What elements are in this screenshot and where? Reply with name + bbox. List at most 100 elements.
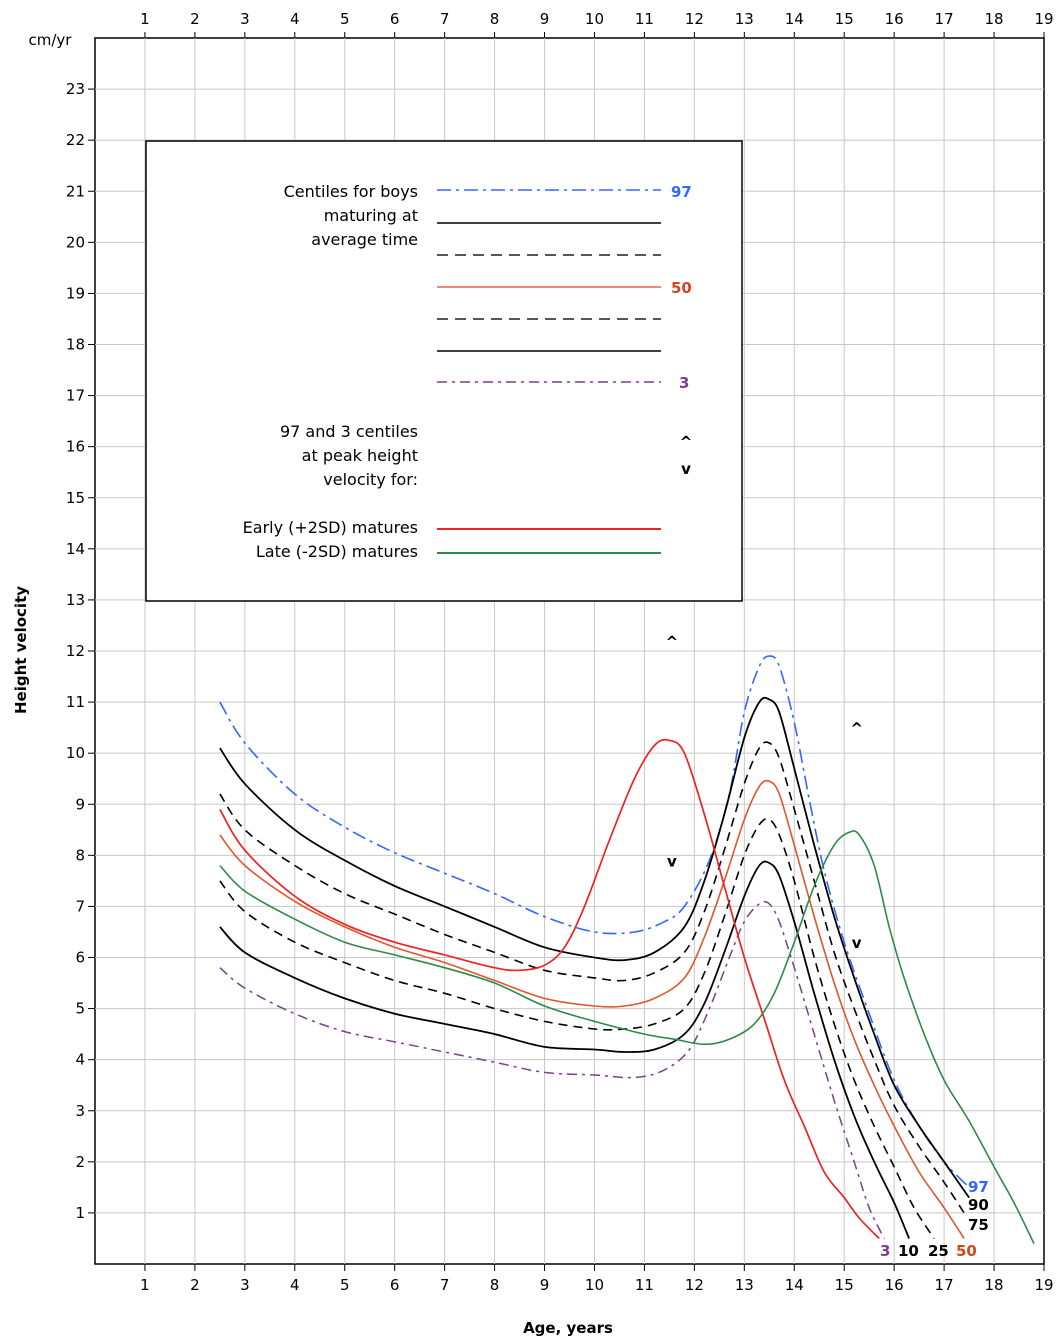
y-axis-title: Height velocity — [12, 586, 30, 714]
x-tick-label-bottom: 15 — [835, 1276, 854, 1294]
series-line-centile-25 — [219, 818, 935, 1239]
y-tick-label: 14 — [66, 540, 85, 558]
end-label-50: 50 — [956, 1242, 977, 1260]
legend-label-50: 50 — [671, 279, 692, 297]
series-line-centile-10 — [219, 860, 910, 1239]
end-label-75: 75 — [968, 1216, 989, 1234]
end-label-25: 25 — [928, 1242, 949, 1260]
y-tick-label: 12 — [66, 642, 85, 660]
x-tick-label-top: 18 — [985, 10, 1004, 28]
x-tick-label-top: 4 — [290, 10, 300, 28]
legend-peak-line1: 97 and 3 centiles — [280, 422, 418, 441]
x-tick-label-bottom: 6 — [390, 1276, 400, 1294]
series-line-centile-75 — [219, 741, 965, 1214]
y-tick-label: 7 — [75, 897, 85, 915]
legend-label-97: 97 — [671, 183, 692, 201]
x-tick-label-top: 12 — [685, 10, 704, 28]
y-tick-label: 6 — [75, 949, 85, 967]
legend-peak-down-symbol: v — [681, 460, 691, 478]
peak-marker-2: ^ — [850, 720, 863, 738]
y-tick-label: 15 — [66, 489, 85, 507]
end-label-97: 97 — [968, 1178, 989, 1196]
y-tick-label: 19 — [66, 284, 85, 302]
x-tick-label-top: 11 — [635, 10, 654, 28]
y-tick-label: 20 — [66, 233, 85, 251]
end-label-10: 10 — [898, 1242, 919, 1260]
legend-title-line2: maturing at — [324, 206, 418, 225]
legend-title-line1: Centiles for boys — [284, 182, 418, 201]
end-label-3: 3 — [880, 1242, 890, 1260]
x-tick-label-top: 7 — [440, 10, 450, 28]
x-tick-label-top: 17 — [935, 10, 954, 28]
x-tick-label-bottom: 19 — [1034, 1276, 1053, 1294]
x-tick-label-top: 1 — [140, 10, 150, 28]
legend-peak-line3: velocity for: — [323, 470, 418, 489]
y-tick-label: 2 — [75, 1153, 85, 1171]
series-line-early — [219, 738, 880, 1240]
x-tick-label-bottom: 7 — [440, 1276, 450, 1294]
x-tick-label-top: 3 — [240, 10, 250, 28]
x-tick-label-top: 15 — [835, 10, 854, 28]
x-tick-label-bottom: 5 — [340, 1276, 350, 1294]
x-tick-label-bottom: 16 — [885, 1276, 904, 1294]
x-tick-label-bottom: 11 — [635, 1276, 654, 1294]
y-tick-label: 9 — [75, 795, 85, 813]
y-tick-label: 4 — [75, 1051, 85, 1069]
legend-late-label: Late (-2SD) matures — [256, 542, 418, 561]
x-tick-label-bottom: 10 — [585, 1276, 604, 1294]
x-tick-label-top: 8 — [490, 10, 500, 28]
legend-title-line3: average time — [311, 230, 418, 249]
x-tick-label-top: 2 — [190, 10, 200, 28]
x-tick-label-bottom: 1 — [140, 1276, 150, 1294]
x-axis-title: Age, years — [523, 1319, 613, 1337]
x-tick-label-bottom: 2 — [190, 1276, 200, 1294]
x-tick-label-bottom: 4 — [290, 1276, 300, 1294]
x-tick-label-top: 13 — [735, 10, 754, 28]
x-tick-label-top: 16 — [885, 10, 904, 28]
x-tick-label-bottom: 17 — [935, 1276, 954, 1294]
y-tick-label: 23 — [66, 80, 85, 98]
x-tick-label-bottom: 8 — [490, 1276, 500, 1294]
series-line-centile-50 — [219, 779, 965, 1239]
y-tick-label: 17 — [66, 387, 85, 405]
peak-marker-0: ^ — [666, 633, 679, 651]
x-tick-label-bottom: 14 — [785, 1276, 804, 1294]
x-tick-label-bottom: 12 — [685, 1276, 704, 1294]
x-tick-label-top: 14 — [785, 10, 804, 28]
x-tick-label-top: 19 — [1034, 10, 1053, 28]
series-line-late — [219, 830, 1035, 1244]
y-tick-label: 10 — [66, 744, 85, 762]
x-tick-label-top: 10 — [585, 10, 604, 28]
y-unit-label: cm/yr — [29, 31, 73, 49]
legend-label-3: 3 — [679, 374, 689, 392]
series-lines — [219, 655, 1035, 1244]
legend: Centiles for boys maturing at average ti… — [145, 140, 743, 602]
legend-peak-up-symbol: ^ — [680, 433, 693, 451]
legend-box — [145, 140, 743, 602]
y-tick-label: 16 — [66, 438, 85, 456]
series-end-labels: 97 90 75 3 10 25 50 — [880, 1178, 989, 1260]
end-label-90: 90 — [968, 1196, 989, 1214]
x-tick-label-bottom: 18 — [985, 1276, 1004, 1294]
axis-ticks: 1122334455667788991010111112121313141415… — [66, 10, 1054, 1294]
x-tick-label-top: 6 — [390, 10, 400, 28]
x-tick-label-top: 5 — [340, 10, 350, 28]
y-tick-label: 11 — [66, 693, 85, 711]
y-tick-label: 13 — [66, 591, 85, 609]
series-line-centile-90 — [219, 696, 970, 1199]
x-tick-label-top: 9 — [540, 10, 550, 28]
legend-peak-line2: at peak height — [302, 446, 418, 465]
series-line-centile-3 — [219, 900, 885, 1239]
y-tick-label: 21 — [66, 182, 85, 200]
y-tick-label: 22 — [66, 131, 85, 149]
peak-marker-3: v — [852, 934, 862, 952]
x-tick-label-bottom: 9 — [540, 1276, 550, 1294]
y-tick-label: 18 — [66, 336, 85, 354]
y-tick-label: 8 — [75, 846, 85, 864]
peak-marker-1: v — [667, 852, 677, 870]
y-tick-label: 5 — [75, 1000, 85, 1018]
legend-early-label: Early (+2SD) matures — [243, 518, 418, 537]
y-tick-label: 3 — [75, 1102, 85, 1120]
peak-markers: ^ v ^ v — [666, 633, 863, 952]
x-tick-label-bottom: 13 — [735, 1276, 754, 1294]
